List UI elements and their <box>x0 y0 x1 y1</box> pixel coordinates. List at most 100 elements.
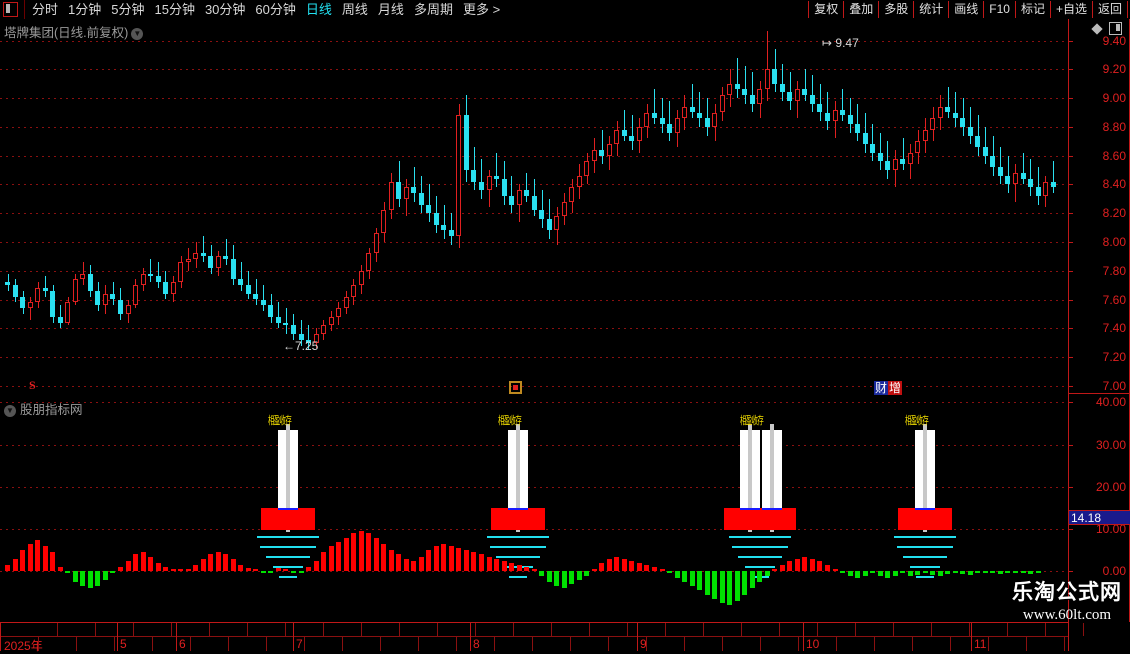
histogram-bar <box>705 571 710 595</box>
layout-icon[interactable] <box>1109 22 1122 35</box>
indicator-pane[interactable]: 相盈收存 相盈收存 相盈收存 相盈收存 <box>0 394 1069 622</box>
histogram-bar <box>644 565 649 572</box>
candle-body <box>73 279 78 303</box>
histogram-bar <box>13 558 18 572</box>
candle-body <box>434 213 439 225</box>
action-button-2[interactable]: 多股 <box>878 1 915 18</box>
candle-wick <box>496 152 497 188</box>
action-button-1[interactable]: 叠加 <box>843 1 880 18</box>
candle-body <box>1043 181 1048 196</box>
histogram-bar <box>366 533 371 572</box>
histogram-bar <box>885 571 890 578</box>
candle-body <box>283 322 288 326</box>
signal-stem <box>286 424 290 532</box>
histogram-bar <box>381 543 386 572</box>
period-tab-2[interactable]: 5分钟 <box>111 2 145 17</box>
candle-body <box>299 334 304 340</box>
period-tab-3[interactable]: 15分钟 <box>154 2 195 17</box>
candle-wick <box>880 132 881 171</box>
signal-pyramid-line <box>487 536 549 538</box>
time-axis-minor-tick <box>665 623 666 636</box>
histogram-bar <box>449 546 454 572</box>
time-axis-minor-tick <box>57 623 58 636</box>
candle-body <box>750 95 755 104</box>
time-axis-major-tick <box>637 623 638 651</box>
action-button-3[interactable]: 统计 <box>913 1 950 18</box>
candle-body <box>787 92 792 101</box>
gridline <box>0 385 1068 387</box>
top-toolbar: 分时 1分钟 5分钟 15分钟 30分钟 60分钟 日线 周线 月线 多周期 更多 > 复权 叠加 多股… <box>0 0 1130 20</box>
period-tab-0[interactable]: 分时 <box>32 2 59 17</box>
panel-icon[interactable] <box>3 2 18 17</box>
candle-body <box>186 259 191 263</box>
sell-signal-marker[interactable]: S <box>29 378 36 392</box>
action-button-5[interactable]: F10 <box>983 1 1016 18</box>
signal-pyramid-line <box>732 546 788 548</box>
candle-body <box>359 270 364 286</box>
candle-body <box>1028 178 1033 188</box>
histogram-bar <box>456 548 461 572</box>
news-marker[interactable]: 财增 <box>874 381 903 395</box>
histogram-bar <box>65 571 70 574</box>
histogram-bar <box>223 554 228 572</box>
action-button-8[interactable]: 返回 <box>1091 1 1128 18</box>
candle-wick <box>203 236 204 263</box>
signal-bar <box>740 424 760 532</box>
histogram-bar <box>5 565 10 572</box>
news-marker-char-1: 财 <box>874 381 889 395</box>
chevron-down-icon[interactable]: ▼ <box>131 28 144 40</box>
candle-body <box>795 89 800 101</box>
diamond-icon[interactable] <box>1091 22 1103 35</box>
signal-pyramid-line <box>490 546 546 548</box>
candle-body <box>637 126 642 142</box>
time-axis-minor-tick <box>817 623 818 636</box>
candle-body <box>667 124 672 133</box>
time-axis-minor-tick <box>342 636 343 651</box>
period-tab-8[interactable]: 月线 <box>377 2 404 17</box>
indicator-chevron-icon[interactable]: ▼ <box>4 405 16 417</box>
candle-body <box>614 129 619 145</box>
histogram-bar <box>554 571 559 587</box>
action-button-0[interactable]: 复权 <box>808 1 845 18</box>
histogram-bar <box>419 556 424 572</box>
candle-body <box>712 112 717 127</box>
time-axis-minor-tick <box>551 623 552 636</box>
period-tab-1[interactable]: 1分钟 <box>68 2 102 17</box>
histogram-bar <box>509 562 514 572</box>
time-axis-minor-tick <box>760 636 761 651</box>
candle-wick <box>662 98 663 133</box>
price-axis[interactable]: 9.40 9.20 9.00 8.80 8.60 8.40 8.20 8.00 7.80 7.60… <box>1068 19 1130 394</box>
period-tab-4[interactable]: 30分钟 <box>204 2 246 17</box>
histogram-bar <box>404 558 409 572</box>
candle-body <box>5 282 10 286</box>
candle-wick <box>903 138 904 171</box>
candle-wick <box>263 285 264 311</box>
price-chart-pane[interactable] <box>0 19 1069 393</box>
histogram-bar <box>675 571 680 578</box>
time-axis-month: 9 <box>640 637 647 651</box>
histogram-bar <box>291 571 296 574</box>
histogram-bar <box>577 571 582 580</box>
candle-body <box>802 89 807 96</box>
action-button-6[interactable]: 标记 <box>1014 1 1051 18</box>
period-tab-9[interactable]: 多周期 <box>413 2 453 17</box>
axis-tickmark <box>1068 213 1073 215</box>
signal-pyramid-line <box>257 536 319 538</box>
axis-tickmark <box>1068 444 1073 446</box>
event-box-marker[interactable] <box>509 381 522 394</box>
action-button-4[interactable]: 画线 <box>948 1 985 18</box>
action-button-7[interactable]: +自选 <box>1049 1 1093 18</box>
indicator-axis[interactable]: 40.00 30.00 20.00 10.00 0.00 14.18 <box>1068 394 1130 622</box>
candle-wick <box>451 213 452 245</box>
histogram-bar <box>73 571 78 582</box>
period-tab-5[interactable]: 60分钟 <box>255 2 296 17</box>
candle-body <box>517 190 522 205</box>
signal-pyramid-line <box>266 556 310 558</box>
period-tab-6[interactable]: 日线 <box>305 2 332 17</box>
candle-body <box>833 109 838 122</box>
period-tab-7[interactable]: 周线 <box>341 2 368 17</box>
candle-body <box>690 106 695 113</box>
candle-body <box>88 273 93 291</box>
period-tab-10[interactable]: 更多 > <box>462 2 501 17</box>
histogram-bar <box>276 567 281 572</box>
